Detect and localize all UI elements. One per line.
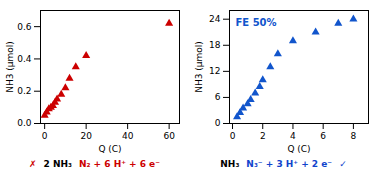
svg-text:60: 60 — [163, 131, 175, 141]
svg-text:0.4: 0.4 — [17, 54, 32, 64]
svg-text:40: 40 — [122, 131, 134, 141]
svg-text:NH3 (μmol): NH3 (μmol) — [194, 41, 204, 93]
svg-text:0.6: 0.6 — [17, 22, 32, 32]
svg-text:0: 0 — [230, 131, 236, 141]
svg-text:0.0: 0.0 — [17, 118, 32, 128]
html-text:2 NH₃: 2 NH₃ — [43, 159, 72, 169]
svg-text:18: 18 — [209, 40, 221, 50]
svg-text:0.2: 0.2 — [17, 86, 31, 96]
svg-text:20: 20 — [80, 131, 92, 141]
html-text:N₂ + 6 H⁺ + 6 e⁻: N₂ + 6 H⁺ + 6 e⁻ — [79, 159, 160, 169]
svg-text:0: 0 — [215, 118, 221, 128]
svg-text:Q (C): Q (C) — [98, 144, 121, 154]
html-text:N₃⁻ + 3 H⁺ + 2 e⁻: N₃⁻ + 3 H⁺ + 2 e⁻ — [246, 159, 333, 169]
svg-text:2: 2 — [260, 131, 266, 141]
svg-text:12: 12 — [209, 66, 220, 76]
svg-text:Q (C): Q (C) — [287, 144, 310, 154]
svg-text:24: 24 — [209, 14, 221, 24]
svg-text:FE 50%: FE 50% — [236, 17, 277, 28]
svg-text:4: 4 — [290, 131, 296, 141]
svg-text:6: 6 — [215, 92, 221, 102]
html-text:NH₃: NH₃ — [220, 159, 240, 169]
svg-text:NH3 (μmol): NH3 (μmol) — [5, 41, 15, 93]
svg-text:6: 6 — [320, 131, 326, 141]
svg-text:0: 0 — [42, 131, 48, 141]
svg-text:8: 8 — [351, 131, 357, 141]
